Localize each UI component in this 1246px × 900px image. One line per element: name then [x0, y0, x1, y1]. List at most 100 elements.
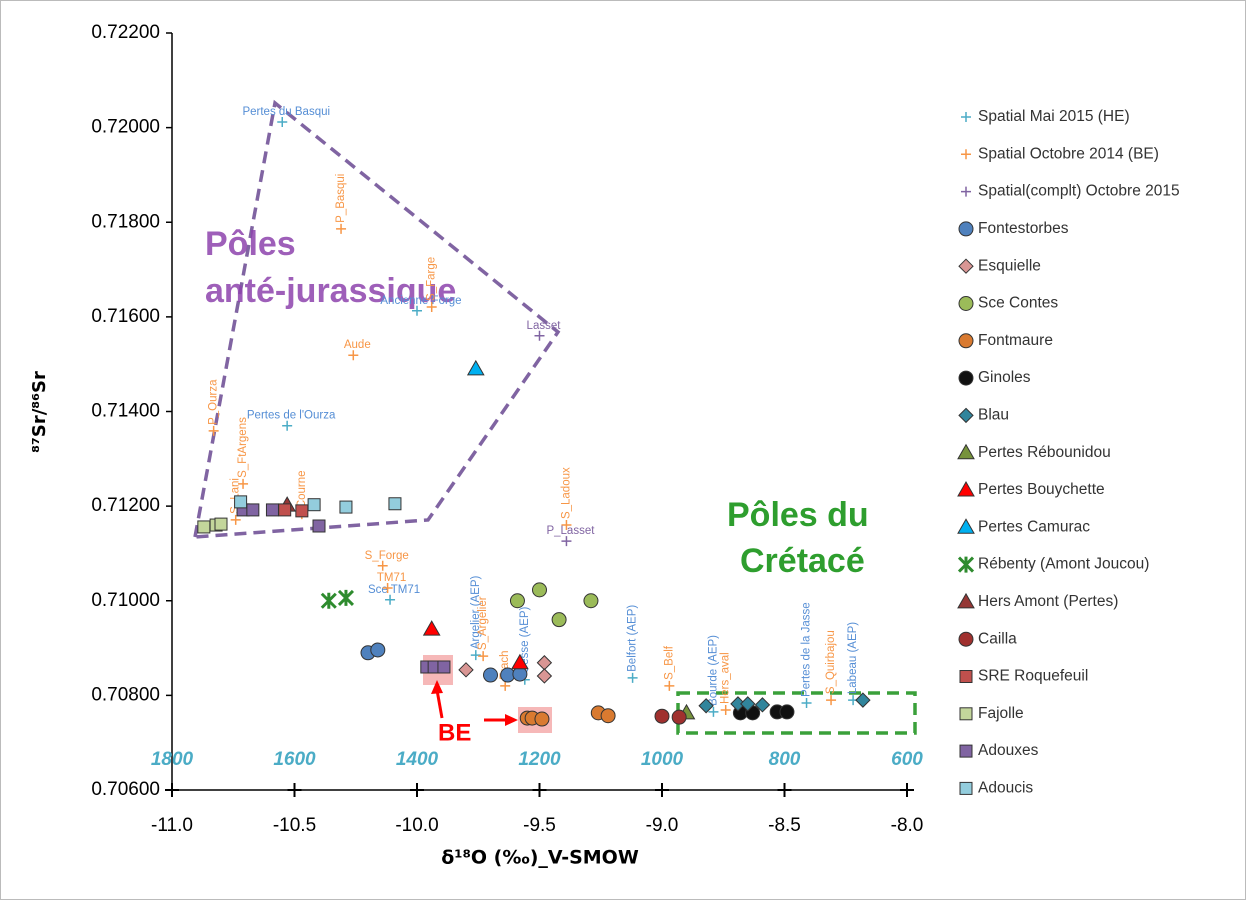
point-label: S_FtArgens: [237, 417, 249, 478]
point: [312, 519, 326, 533]
point-label: S_Forge: [365, 550, 409, 562]
legend-marker: [957, 592, 975, 609]
annotation: Pôles du: [727, 496, 869, 534]
legend-marker: [959, 707, 973, 721]
x-tick-mark: [900, 783, 914, 797]
legend-marker: [959, 670, 973, 683]
point: [388, 497, 402, 511]
legend-marker: [958, 370, 974, 386]
point: [377, 560, 388, 571]
legend-label: Pertes Camurac: [978, 518, 1090, 535]
x-tick-label: -11.0: [151, 815, 193, 836]
annotation: BE: [438, 719, 471, 746]
ante-jurassic-outline: [192, 99, 561, 539]
point: [561, 520, 572, 531]
point-label: Pertes du Basqui: [242, 106, 330, 118]
x2-tick-label: 1800: [151, 749, 194, 770]
legend-marker: [961, 149, 971, 160]
point: [708, 706, 719, 717]
y-tick-label: 0.71400: [91, 401, 160, 422]
point: [458, 662, 474, 678]
point-label: Hers_aval: [720, 652, 732, 704]
legend-label: Fontestorbes: [978, 220, 1069, 237]
legend-label: Spatial(complt) Octobre 2015: [978, 183, 1180, 200]
point: [583, 593, 599, 609]
x-tick-label: -9.5: [523, 815, 556, 836]
legend-marker: [957, 556, 975, 573]
point: [307, 498, 321, 512]
point: [238, 478, 249, 489]
x2-tick-label: 1200: [518, 749, 561, 770]
legend-label: Blau: [978, 406, 1009, 423]
point-label: Pertes de l'Ourza: [247, 410, 336, 422]
point: [385, 594, 396, 605]
point-label: Gesse (AEP): [519, 606, 531, 673]
point-label: Pertes de la Jasse: [801, 602, 813, 697]
point: [478, 651, 489, 662]
legend-marker: [959, 744, 973, 758]
legend-marker: [957, 518, 975, 534]
legend-marker: [958, 407, 974, 424]
point: [246, 503, 260, 517]
point: [277, 116, 288, 127]
point-label: Ancienne Forge: [380, 295, 461, 307]
y-tick-label: 0.71800: [91, 211, 160, 232]
point: [671, 709, 687, 725]
y-axis-label: ⁸⁷Sr/⁸⁶Sr: [29, 371, 50, 453]
legend-label: Ginoles: [978, 369, 1031, 386]
point-label: Labeau (AEP): [847, 622, 859, 694]
x-axis-label: δ¹⁸O (‰)_V-SMOW: [441, 847, 639, 869]
point: [422, 620, 441, 636]
y-tick-label: 0.72000: [91, 117, 160, 138]
y-tick-label: 0.71200: [91, 495, 160, 516]
marks: Pertes du Basqui Ancienne Forge Pertes de …: [197, 106, 871, 727]
point: [561, 536, 572, 547]
point: [470, 650, 481, 661]
x-tick-label: -8.0: [891, 815, 924, 836]
legend-marker: [961, 112, 971, 122]
point: [600, 708, 616, 724]
legend-marker: [957, 480, 975, 497]
legend-label: Sce Contes: [978, 295, 1058, 312]
y-tick-label: 0.70600: [91, 779, 160, 800]
point-label: P_Lasset: [546, 525, 595, 537]
legend-marker: [958, 221, 974, 237]
point-label: S_Quirbajou: [825, 630, 837, 694]
point: [265, 503, 279, 517]
point: [534, 330, 545, 341]
x2-tick-label: 1400: [396, 749, 439, 770]
point-label: S_Farge: [426, 257, 438, 301]
x2-tick-label: 1600: [273, 749, 316, 770]
x-tick-label: -10.5: [273, 815, 316, 836]
x-tick-mark: [777, 783, 792, 797]
y-tick-label: 0.71600: [91, 306, 160, 327]
point: [339, 500, 353, 514]
point: [426, 301, 437, 312]
point: [664, 680, 675, 691]
point-label: Belfort (AEP): [627, 605, 639, 672]
point: [437, 660, 451, 674]
point-label: TM71: [377, 572, 406, 584]
point: [551, 612, 567, 628]
annotation: Crétacé: [740, 542, 865, 580]
point: [197, 520, 211, 534]
annotation: Pôles: [205, 225, 296, 263]
point: [336, 223, 347, 234]
legend-label: Spatial Octobre 2014 (BE): [978, 145, 1159, 162]
point: [826, 695, 837, 706]
point: [208, 425, 219, 436]
legend-label: Fontmaure: [978, 332, 1053, 349]
point: [348, 350, 359, 361]
x-tick-mark: [410, 783, 424, 797]
point: [536, 668, 553, 684]
x-tick-label: -8.5: [768, 815, 801, 836]
x-tick-label: -10.0: [395, 815, 438, 836]
legend-marker: [958, 296, 974, 311]
y-tick-label: 0.72200: [91, 22, 160, 43]
legend-marker: [957, 443, 975, 460]
point: [214, 517, 228, 531]
point: [779, 704, 795, 720]
x2-tick-label: 600: [891, 749, 923, 770]
